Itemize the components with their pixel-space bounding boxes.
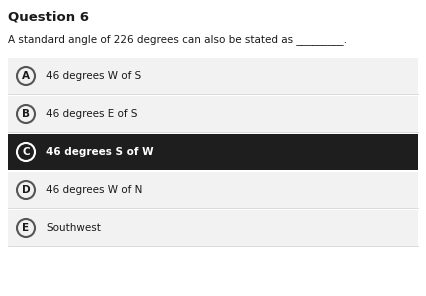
Text: A standard angle of 226 degrees can also be stated as _________.: A standard angle of 226 degrees can also…	[8, 34, 347, 45]
Text: B: B	[22, 109, 30, 119]
Text: 46 degrees S of W: 46 degrees S of W	[46, 147, 154, 157]
FancyBboxPatch shape	[8, 134, 418, 170]
Text: 46 degrees W of S: 46 degrees W of S	[46, 71, 141, 81]
Text: C: C	[22, 147, 30, 157]
Text: Question 6: Question 6	[8, 10, 89, 23]
Text: A: A	[22, 71, 30, 81]
Text: 46 degrees W of N: 46 degrees W of N	[46, 185, 142, 195]
FancyBboxPatch shape	[8, 96, 418, 132]
FancyBboxPatch shape	[8, 58, 418, 94]
Text: E: E	[23, 223, 29, 233]
FancyBboxPatch shape	[8, 172, 418, 208]
Text: D: D	[22, 185, 30, 195]
Text: Southwest: Southwest	[46, 223, 101, 233]
FancyBboxPatch shape	[8, 210, 418, 246]
Text: 46 degrees E of S: 46 degrees E of S	[46, 109, 138, 119]
